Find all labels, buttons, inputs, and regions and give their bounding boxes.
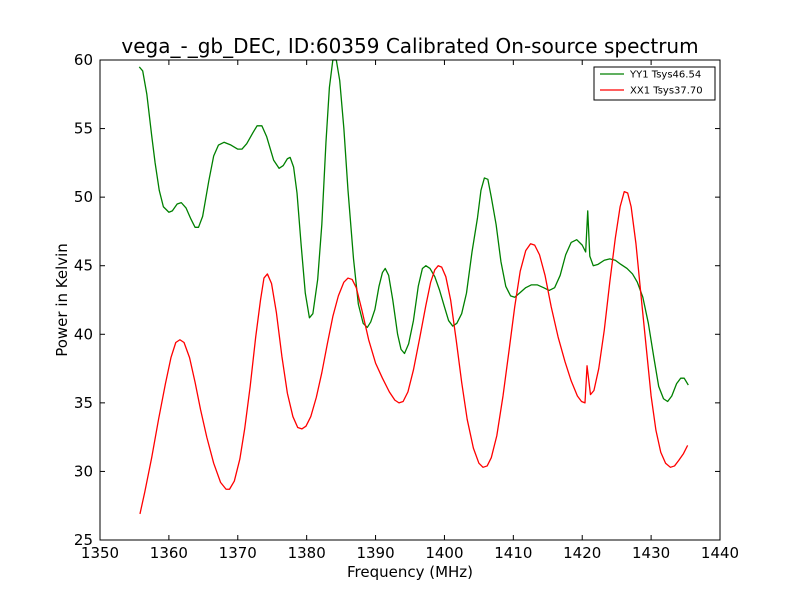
series-layer [138,59,689,515]
x-tick-label: 1430 [632,544,670,562]
x-tick-label: 1410 [494,544,532,562]
x-tick-label: 1380 [288,544,326,562]
x-tick-label: 1440 [701,544,739,562]
series-line-xx1 [139,191,689,515]
chart-title: vega_-_gb_DEC, ID:60359 Calibrated On-so… [121,34,698,58]
y-tick-label: 35 [74,394,93,412]
ticks-layer: 1350 1360 1370 1380 1390 1400 1410 1420 1430 1440… [74,51,739,562]
legend-box [593,66,716,101]
x-tick-label: 1390 [356,544,394,562]
y-tick-label: 50 [74,188,93,206]
y-tick-label: 30 [74,462,93,480]
x-tick-label: 1370 [219,544,257,562]
x-axis-label: Frequency (MHz) [347,563,473,581]
x-tick-label: 1350 [81,544,119,562]
x-tick-label: 1400 [425,544,463,562]
y-tick-label: 25 [74,531,93,549]
x-tick-label: 1420 [563,544,601,562]
x-tick-label: 1360 [150,544,188,562]
legend-label-xx1: XX1 Tsys37.70 [630,86,703,97]
y-tick-label: 55 [74,120,93,138]
y-tick-label: 40 [74,325,93,343]
y-axis-label: Power in Kelvin [53,243,71,357]
plot-area-frame [99,59,721,541]
legend: YY1 Tsys46.54 XX1 Tsys37.70 [593,66,716,101]
legend-label-yy1: YY1 Tsys46.54 [629,70,701,81]
y-tick-label: 60 [74,51,93,69]
y-tick-label: 45 [74,257,93,275]
series-line-yy1 [138,59,689,403]
